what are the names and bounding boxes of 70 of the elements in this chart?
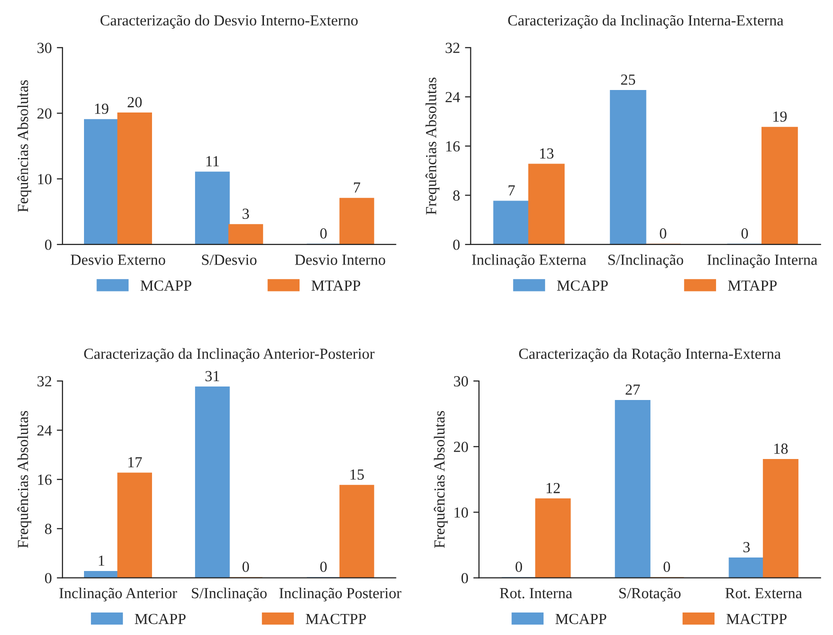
data-label: 20: [128, 97, 142, 108]
data-label: 0: [664, 562, 670, 572]
legend-label: MACTPP: [726, 614, 787, 624]
x-tick-label: S/Inclinação: [192, 588, 267, 602]
chart-title: Caracterização da Rotação Interna-Externa: [519, 348, 781, 362]
x-tick-label: S/Desvio: [202, 254, 257, 265]
x-tick-label: Inclinação Posterior: [279, 588, 402, 602]
y-tick-label: 16: [38, 474, 52, 485]
data-label: 7: [508, 185, 515, 196]
y-axis-title: Frequências Absolutas: [426, 78, 440, 215]
data-label: 1: [98, 556, 104, 566]
data-label: 0: [660, 228, 666, 239]
data-label: 15: [350, 469, 364, 480]
data-label: 17: [128, 457, 142, 468]
chart-title: Caracterização do Desvio Interno-Externo: [100, 14, 358, 29]
y-tick-label: 20: [37, 108, 52, 119]
x-tick-label: Rot. Externa: [725, 588, 802, 598]
legend-label: MCAPP: [140, 280, 192, 291]
data-label: 13: [540, 148, 554, 159]
data-label: 3: [242, 208, 249, 219]
y-tick-label: 8: [45, 524, 52, 534]
legend-label: MACTPP: [306, 614, 366, 624]
data-label: 19: [95, 104, 108, 114]
legend-label: MTAPP: [728, 280, 777, 291]
y-tick-label: 16: [446, 141, 460, 152]
x-tick-label: Inclinação Anterior: [59, 588, 178, 602]
y-tick-label: 8: [453, 190, 460, 201]
data-label: 19: [773, 111, 787, 122]
data-label: 0: [516, 562, 522, 572]
y-tick-label: 24: [37, 425, 52, 436]
data-label: 3: [743, 542, 750, 552]
y-tick-label: 0: [45, 240, 52, 250]
x-tick-label: Inclinação Externa: [472, 254, 586, 268]
y-tick-label: 0: [462, 572, 468, 584]
y-tick-label: 30: [38, 42, 52, 54]
y-tick-label: 0: [45, 572, 52, 584]
data-label: 31: [206, 371, 220, 382]
data-label: 0: [242, 562, 249, 572]
y-tick-label: 0: [453, 240, 460, 250]
y-axis-title: Fequências Absolutas: [17, 80, 32, 212]
legend-label: MCAPP: [557, 280, 608, 291]
legend-label: MCAPP: [134, 614, 186, 624]
data-label: 25: [621, 74, 636, 85]
y-tick-label: 20: [454, 442, 468, 452]
legend-label: MCAPP: [556, 614, 606, 624]
data-label: 7: [354, 182, 360, 193]
y-tick-label: 32: [38, 376, 52, 386]
x-tick-label: Desvio Externo: [70, 254, 166, 265]
x-tick-label: S/Rotação: [619, 588, 681, 602]
data-label: 11: [206, 156, 219, 166]
data-label: 27: [626, 384, 640, 395]
data-label: 0: [741, 228, 748, 239]
data-label: 18: [774, 444, 788, 454]
data-label: 0: [320, 228, 327, 239]
x-tick-label: Rot. Interna: [500, 588, 572, 598]
x-tick-label: Desvio Interno: [294, 254, 386, 265]
y-tick-label: 24: [446, 92, 460, 102]
x-tick-label: S/Inclinação: [608, 254, 684, 268]
legend-label: MTAPP: [312, 280, 360, 291]
y-tick-label: 10: [454, 507, 468, 518]
chart-title: Caracterização da Inclinação Interna-Externa: [508, 14, 784, 29]
data-label: 12: [546, 482, 560, 494]
y-axis-title: Frequências Absolutas: [17, 411, 32, 548]
x-tick-label: Inclinação Interna: [707, 254, 818, 268]
y-tick-label: 32: [446, 42, 460, 54]
y-tick-label: 30: [454, 376, 468, 386]
chart-title: Caracterização da Inclinação Anterior-Posterior: [84, 348, 374, 362]
y-tick-label: 10: [38, 174, 52, 184]
data-label: 0: [320, 562, 327, 572]
y-axis-title: Frequências Absolutas: [434, 411, 448, 548]
